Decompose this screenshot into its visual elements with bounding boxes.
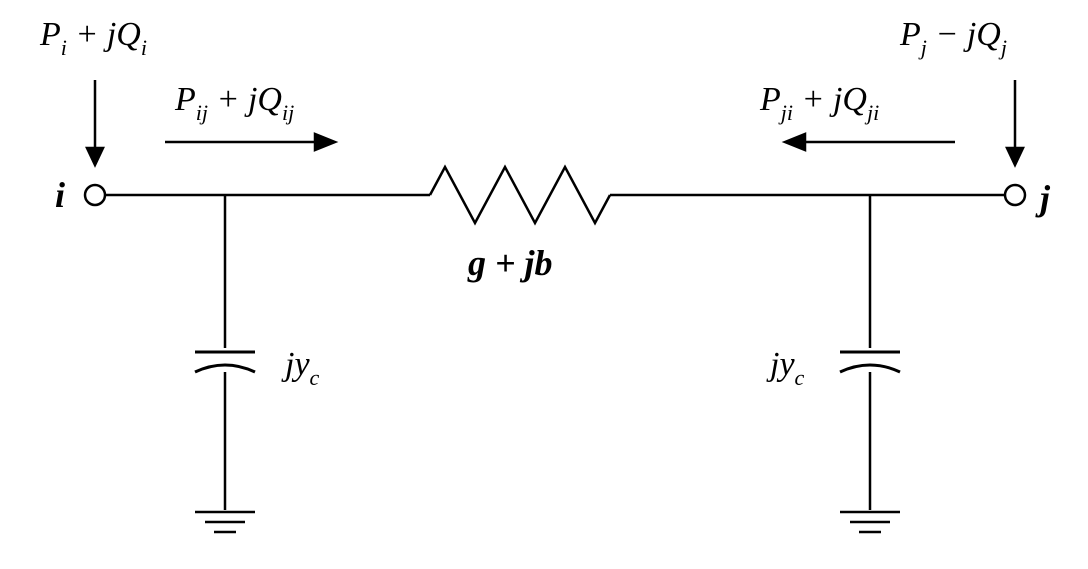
shunt-right xyxy=(840,195,900,532)
label-impedance: g + jb xyxy=(467,243,553,283)
flow-arrow-ji xyxy=(785,134,955,150)
label-injection-j: Pj − jQj xyxy=(899,16,1007,60)
node-j xyxy=(1005,185,1025,205)
injection-arrow-j xyxy=(1007,80,1023,165)
shunt-left-label: jyc xyxy=(281,346,320,390)
series-impedance xyxy=(430,167,610,223)
flow-arrow-ij xyxy=(165,134,335,150)
transmission-line-pi-model: i j jyc jyc xyxy=(0,0,1088,569)
node-i-label: i xyxy=(55,175,65,215)
label-flow-ji: Pji + jQji xyxy=(759,81,879,125)
shunt-left xyxy=(195,195,255,532)
node-j-label: j xyxy=(1035,178,1051,218)
label-injection-i: Pi + jQi xyxy=(39,16,147,60)
label-flow-ij: Pij + jQij xyxy=(174,81,294,125)
injection-arrow-i xyxy=(87,80,103,165)
node-i xyxy=(85,185,105,205)
shunt-right-label: jyc xyxy=(766,346,805,390)
